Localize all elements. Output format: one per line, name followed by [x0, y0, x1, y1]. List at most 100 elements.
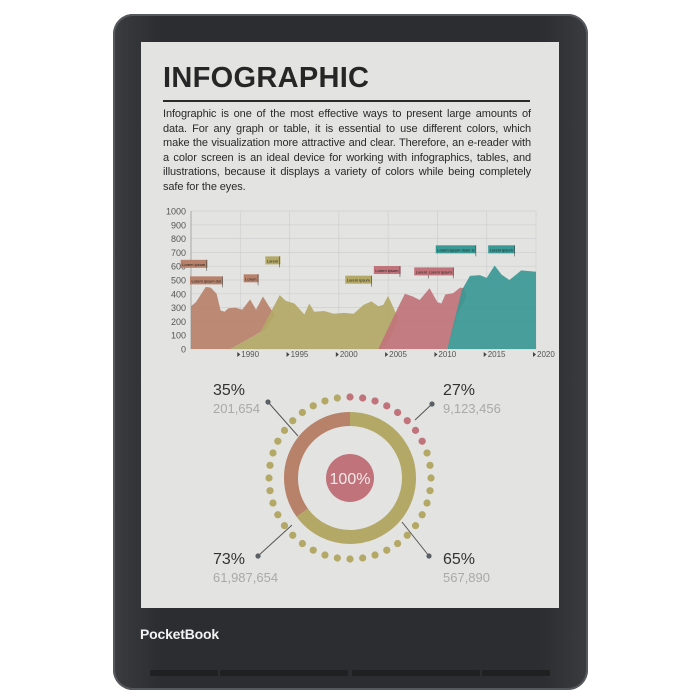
y-tick-label: 800: [171, 234, 186, 244]
donut-segment: [296, 412, 416, 544]
ring-dot: [298, 539, 306, 548]
flag-label-text: Lorem: [245, 276, 257, 281]
flag-label-text: Lorem: [267, 258, 279, 263]
x-tick-label: 1995: [291, 350, 309, 359]
ring-dot: [423, 449, 431, 457]
x-tick-label: 2020: [537, 350, 555, 359]
tick-marker-icon: [483, 352, 487, 357]
y-tick-label: 500: [171, 276, 186, 286]
callout-dot: [255, 553, 261, 559]
ring-dot: [359, 394, 367, 402]
callout-value: 201,654: [213, 401, 260, 416]
ring-dot: [383, 402, 391, 410]
flag-label-text: Lorem ipsum: [490, 247, 514, 252]
ring-dot: [289, 417, 297, 425]
y-tick-label: 900: [171, 220, 186, 230]
callout-line: [257, 524, 293, 557]
flag-label-text: Lorem ipsum dol: [191, 278, 221, 283]
area-series: [378, 287, 467, 349]
flag-label-text: Lorem ipsum dolor si: [437, 247, 474, 252]
x-tick-label: 1990: [241, 350, 259, 359]
ring-dot: [359, 554, 367, 562]
ring-dot: [269, 449, 277, 457]
area-series: [230, 295, 398, 349]
tick-marker-icon: [286, 352, 290, 357]
ring-dot: [383, 546, 391, 554]
ring-dot: [394, 539, 402, 548]
page-forward-button[interactable]: [482, 670, 550, 676]
flag-label: [414, 267, 430, 276]
flag-label: [345, 275, 373, 284]
flag-label-text: Lorem ipsum: [347, 278, 371, 283]
callout-line: [414, 403, 433, 421]
ring-dot: [403, 417, 411, 425]
ring-dot: [418, 511, 426, 519]
ring-dot: [266, 461, 274, 469]
callout-pct: 27%: [443, 382, 476, 399]
ring-dot: [289, 531, 297, 539]
y-tick-label: 400: [171, 289, 186, 299]
ring-dot: [423, 499, 431, 507]
y-tick-label: 100: [171, 331, 186, 341]
callout-value: 9,123,456: [443, 401, 501, 416]
title-divider: [163, 100, 530, 102]
page-back-button[interactable]: [150, 670, 218, 676]
ring-dot: [333, 554, 341, 562]
ring-dot: [269, 499, 277, 507]
y-tick-label: 0: [181, 345, 186, 355]
flag-label-text: Lorem ipsum: [375, 268, 399, 273]
ring-dot: [426, 487, 434, 495]
ring-dot: [426, 461, 434, 469]
x-tick-label: 2005: [389, 350, 407, 359]
ring-dot: [333, 394, 341, 402]
y-tick-label: 700: [171, 248, 186, 258]
tick-marker-icon: [237, 352, 241, 357]
callout-dot: [426, 553, 432, 559]
center-label: 100%: [330, 471, 371, 488]
flag-label-text: Lorem ipsum: [182, 262, 206, 267]
tick-marker-icon: [533, 352, 536, 357]
x-tick-label: 2010: [438, 350, 456, 359]
ring-dot: [321, 551, 329, 559]
donut-segment: [284, 412, 351, 517]
flag-label: [265, 256, 281, 265]
y-tick-label: 600: [171, 262, 186, 272]
y-tick-label: 1000: [166, 207, 186, 217]
page-title: INFOGRAPHIC: [163, 62, 370, 94]
menu-button[interactable]: [352, 670, 480, 676]
y-tick-label: 300: [171, 303, 186, 313]
ring-dot: [274, 437, 282, 445]
ring-dot: [411, 426, 420, 434]
flag-label-text: Lorem ipsum: [429, 269, 453, 274]
area-series: [447, 265, 536, 349]
x-tick-label: 2000: [340, 350, 358, 359]
ring-dot: [298, 408, 306, 417]
area-series: [191, 286, 275, 349]
callout-value: 61,987,654: [213, 570, 279, 585]
flag-label: [427, 267, 454, 276]
ring-dot: [321, 397, 329, 405]
ring-dot: [346, 555, 354, 563]
ring-dot: [274, 511, 282, 519]
callout-line: [401, 521, 430, 557]
ring-dot: [418, 437, 426, 445]
callout-pct: 35%: [213, 382, 246, 399]
tick-marker-icon: [434, 352, 438, 357]
flag-label: [189, 276, 223, 285]
flag-label: [180, 259, 208, 268]
flag-label: [488, 245, 515, 254]
ring-dot: [411, 522, 420, 530]
y-tick-label: 200: [171, 317, 186, 327]
tick-marker-icon: [335, 352, 339, 357]
ring-dot: [280, 522, 289, 530]
ring-dot: [280, 426, 289, 434]
flag-label: [373, 266, 401, 275]
flag-label: [435, 245, 476, 254]
ring-dot: [309, 546, 317, 554]
callout-pct: 65%: [443, 551, 476, 568]
ring-dot: [403, 531, 411, 539]
callout-value: 567,890: [443, 570, 490, 585]
home-button[interactable]: [220, 670, 348, 676]
